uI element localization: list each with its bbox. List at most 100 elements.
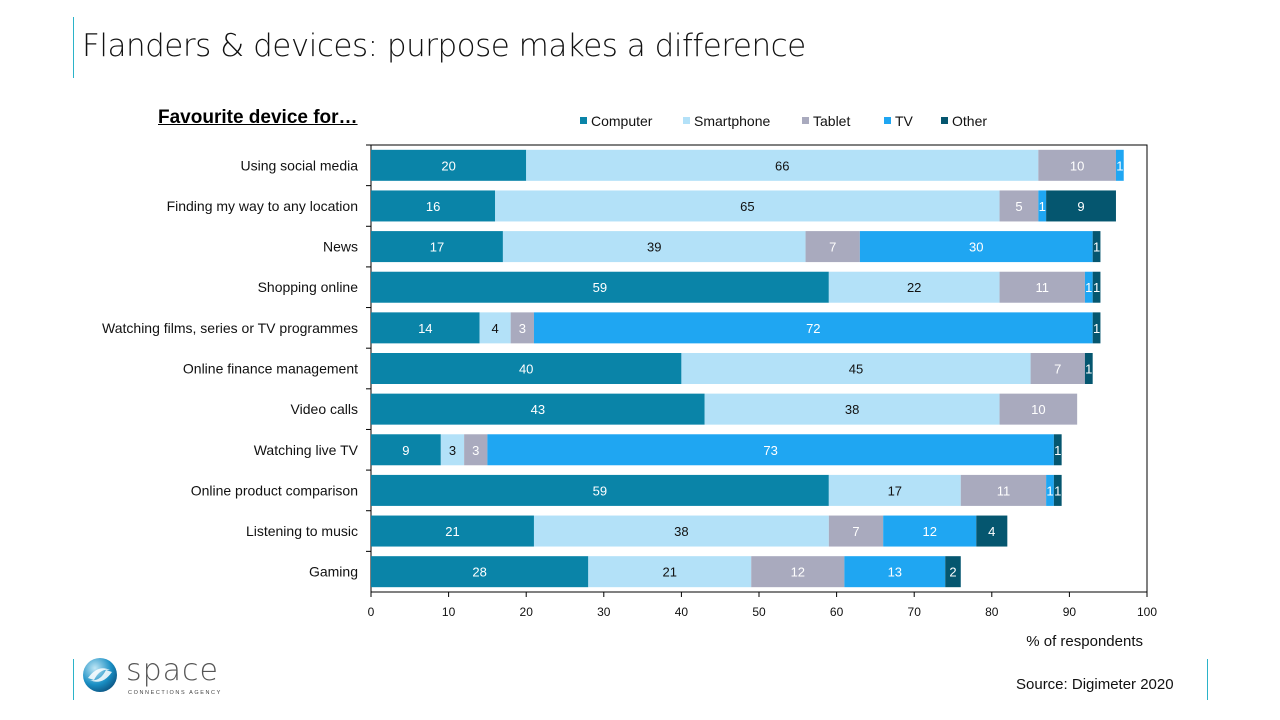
bar-segment-other (1053, 474, 1062, 506)
data-label: 1 (1054, 483, 1061, 498)
category-label: Gaming (309, 564, 358, 580)
bar-segment-tv (1115, 149, 1124, 181)
bar-segment-tv (533, 312, 1093, 344)
data-label: 1 (1093, 321, 1100, 336)
legend-label: Other (952, 113, 987, 129)
bar-segment-other (976, 515, 1008, 547)
x-tick-label: 20 (520, 605, 534, 619)
bar-segment-computer (371, 474, 829, 506)
bar-segment-smartphone (588, 556, 752, 588)
bar-segment-tablet (805, 231, 860, 263)
data-label: 40 (519, 362, 533, 377)
bar-segment-smartphone (828, 271, 1000, 303)
category-label: Using social media (241, 157, 359, 173)
data-label: 45 (849, 362, 863, 377)
bar-segment-other (1092, 271, 1101, 303)
title-accent-line (73, 17, 74, 78)
source-accent-line (1207, 659, 1208, 700)
data-label: 10 (1031, 402, 1045, 417)
legend-swatch-other (941, 117, 948, 124)
data-label: 17 (430, 240, 444, 255)
bar-segment-smartphone (533, 515, 829, 547)
legend-swatch-smartphone (683, 117, 690, 124)
bar-segment-tablet (828, 515, 884, 547)
bar-segment-tablet (510, 312, 534, 344)
bar-segment-computer (371, 312, 480, 344)
data-label: 11 (1035, 280, 1049, 295)
data-label: 1 (1054, 443, 1061, 458)
legend-label: Tablet (813, 113, 850, 129)
data-label: 59 (593, 483, 607, 498)
data-label: 20 (441, 158, 455, 173)
data-label: 16 (426, 199, 440, 214)
data-label: 9 (402, 443, 409, 458)
data-label: 2 (949, 565, 956, 580)
bar-segment-smartphone (479, 312, 511, 344)
space-logo: space CONNECTIONS AGENCY (83, 656, 222, 696)
bar-segment-computer (371, 556, 589, 588)
bar-segment-other (1092, 231, 1101, 263)
category-label: Online product comparison (191, 482, 358, 498)
data-label: 1 (1093, 240, 1100, 255)
x-tick-label: 90 (1063, 605, 1077, 619)
svg-text:space: space (126, 656, 219, 688)
x-tick-label: 0 (368, 605, 375, 619)
bar-segment-tablet (960, 474, 1047, 506)
bar-segment-tv (1038, 190, 1047, 222)
legend-swatch-tablet (802, 117, 809, 124)
data-label: 1 (1085, 362, 1092, 377)
bar-segment-smartphone (704, 393, 1000, 425)
data-label: 4 (492, 321, 499, 336)
x-tick-label: 100 (1137, 605, 1157, 619)
bar-segment-other (1053, 434, 1062, 466)
data-label: 66 (775, 158, 789, 173)
x-tick-label: 30 (597, 605, 611, 619)
category-label: Online finance management (183, 361, 358, 377)
bar-segment-smartphone (495, 190, 1000, 222)
category-label: Listening to music (246, 523, 358, 539)
data-label: 10 (1070, 158, 1084, 173)
bar-segment-tablet (751, 556, 845, 588)
bar-segment-computer (371, 231, 503, 263)
bar-segment-tv (844, 556, 946, 588)
data-label: 65 (740, 199, 754, 214)
bar-segment-smartphone (681, 353, 1031, 384)
x-axis-label: % of respondents (1026, 633, 1143, 650)
chart-title: Favourite device for… (158, 107, 358, 128)
data-label: 14 (418, 321, 432, 336)
data-label: 38 (674, 524, 688, 539)
bar-segment-computer (371, 515, 534, 547)
data-label: 12 (922, 524, 936, 539)
data-label: 3 (449, 443, 456, 458)
data-label: 13 (888, 565, 902, 580)
data-label: 1 (1046, 483, 1053, 498)
svg-text:CONNECTIONS AGENCY: CONNECTIONS AGENCY (128, 690, 222, 696)
bar-segment-computer (371, 149, 527, 181)
x-tick-label: 80 (985, 605, 999, 619)
bar-segment-other (945, 556, 961, 588)
legend-label: TV (895, 113, 914, 129)
bar-segment-tv (1046, 474, 1054, 506)
data-label: 4 (988, 524, 995, 539)
bar-segment-smartphone (828, 474, 961, 506)
x-tick-label: 70 (908, 605, 922, 619)
data-label: 12 (791, 565, 805, 580)
data-label: 5 (1015, 199, 1022, 214)
bar-segment-tv (883, 515, 977, 547)
x-tick-label: 60 (830, 605, 844, 619)
data-label: 3 (519, 321, 526, 336)
category-label: Finding my way to any location (167, 198, 358, 214)
data-label: 73 (763, 443, 777, 458)
data-label: 38 (845, 402, 859, 417)
data-label: 1 (1085, 280, 1092, 295)
data-label: 59 (593, 280, 607, 295)
bar-segment-computer (371, 393, 705, 425)
bar-segment-tablet (1030, 353, 1085, 384)
x-tick-label: 10 (442, 605, 456, 619)
data-label: 43 (531, 402, 545, 417)
bar-segment-other (1084, 353, 1093, 384)
legend-label: Smartphone (694, 113, 770, 129)
category-label: Watching films, series or TV programmes (102, 320, 358, 336)
bar-segment-tv (1084, 271, 1093, 303)
bar-segment-tv (487, 434, 1054, 466)
